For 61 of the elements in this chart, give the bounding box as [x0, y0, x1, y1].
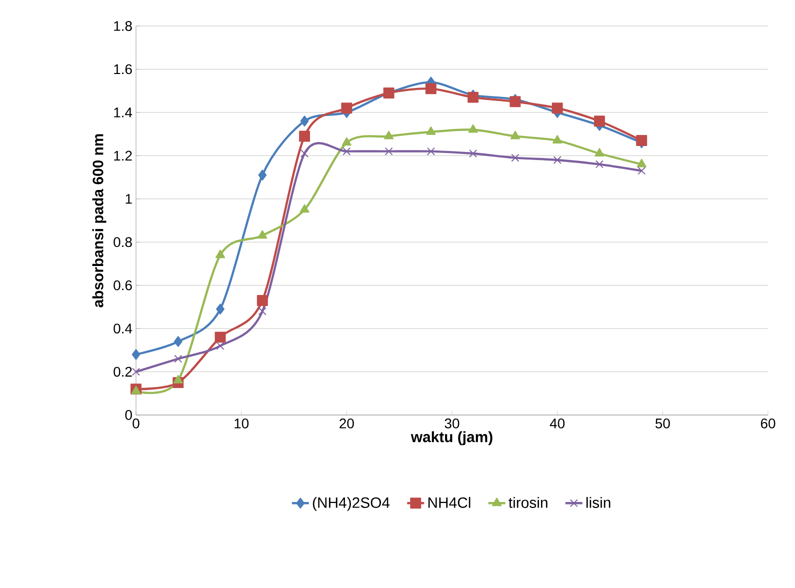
point [425, 83, 436, 94]
y-tick-label: 1.2 [114, 150, 132, 161]
point [258, 170, 267, 181]
point [636, 158, 646, 168]
point [300, 204, 310, 213]
x-tick-label: 40 [550, 418, 565, 428]
point [595, 160, 604, 168]
legend-label: tirosin [508, 496, 548, 508]
point [469, 149, 478, 158]
y-tick-label: 1.6 [114, 64, 132, 74]
y-tick-label: 1.4 [114, 108, 132, 118]
point [132, 349, 140, 360]
point [258, 230, 268, 239]
x-axis-title: waktu (jam) [410, 431, 492, 446]
point [300, 149, 309, 158]
y-tick-label: 0.2 [114, 366, 132, 377]
point [174, 336, 182, 348]
point [214, 332, 226, 343]
legend-label: (NH4)2SO4 [312, 496, 390, 511]
point [258, 307, 266, 316]
y-tick-label: 1.8 [114, 21, 132, 31]
point [132, 368, 140, 376]
point [299, 130, 310, 142]
point [638, 166, 646, 175]
point [384, 147, 393, 156]
point [215, 250, 226, 258]
x-tick-label: 20 [340, 418, 354, 428]
point [174, 354, 182, 363]
point [553, 156, 562, 164]
x-tick-label: 10 [234, 418, 249, 428]
x-tick-label: 0 [132, 418, 140, 428]
point [216, 342, 224, 350]
y-tick-label: 1 [126, 194, 132, 204]
point [510, 96, 521, 108]
point [510, 130, 520, 140]
point [342, 147, 351, 156]
x-tick-label: 30 [444, 418, 460, 428]
x-tick-label: 60 [760, 418, 776, 428]
point [552, 102, 563, 114]
point [468, 124, 478, 133]
x-tick-label: 50 [655, 418, 670, 428]
legend-label: lisin [586, 496, 610, 508]
point [384, 130, 394, 140]
y-tick-label: 0.6 [114, 280, 132, 290]
point [173, 374, 183, 384]
point [594, 148, 604, 156]
point [594, 116, 605, 127]
point [426, 147, 435, 156]
point [342, 137, 352, 146]
point [426, 126, 436, 135]
point [341, 102, 352, 114]
y-tick-label: 0 [125, 410, 132, 420]
point [216, 304, 225, 315]
y-tick-label: 0.8 [114, 237, 132, 248]
point [256, 294, 268, 306]
legend-label: NH4Cl [428, 496, 470, 508]
point [552, 135, 562, 144]
point [300, 116, 309, 127]
y-tick-label: 0.4 [114, 324, 132, 334]
y-axis-title: absorbansi pada 600 nm [92, 134, 106, 308]
point [511, 154, 520, 162]
